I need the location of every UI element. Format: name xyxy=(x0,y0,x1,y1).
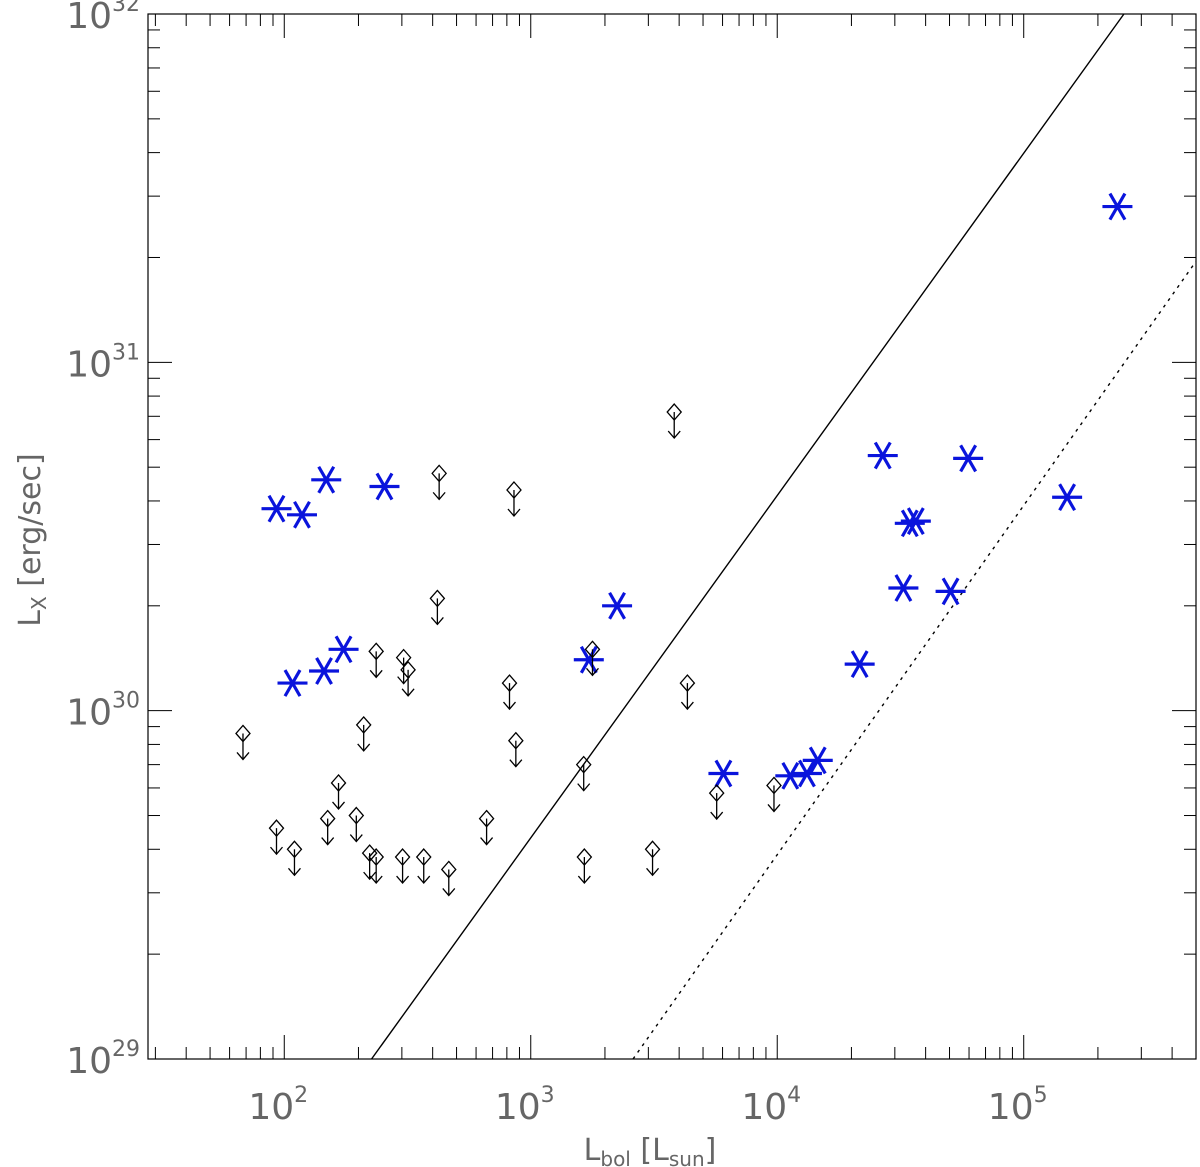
y-tick-label: 1031 xyxy=(66,340,140,385)
upper-limit-point xyxy=(501,674,518,711)
y-tick-label: 1032 xyxy=(66,0,140,37)
asterisk-point xyxy=(309,657,340,685)
asterisk-point xyxy=(775,761,806,790)
asterisk-point xyxy=(708,759,739,788)
upper-limit-point xyxy=(766,776,782,813)
asterisk-point xyxy=(802,746,833,775)
dotted-relation-line xyxy=(632,260,1197,1060)
upper-limit-point xyxy=(575,755,592,792)
axis-ticks xyxy=(148,13,1197,1060)
x-tick-label: 104 xyxy=(741,1083,801,1128)
asterisk-point xyxy=(935,577,966,606)
asterisk-point xyxy=(277,669,308,697)
x-tick-label: 105 xyxy=(988,1083,1048,1128)
upper-limit-point xyxy=(368,848,385,885)
reference-lines xyxy=(370,13,1197,1060)
upper-limit-point xyxy=(355,715,372,752)
upper-limit-point xyxy=(507,731,524,768)
upper-limit-point xyxy=(666,403,683,440)
x-tick-label: 102 xyxy=(248,1083,308,1128)
upper-limit-point xyxy=(348,806,365,843)
asterisk-point xyxy=(867,441,898,470)
y-tick-label: 1029 xyxy=(66,1037,140,1082)
asterisk-point xyxy=(791,759,822,788)
y-axis-label: LX [erg/sec] xyxy=(13,453,51,626)
upper-limit-point xyxy=(644,840,661,877)
asterisk-point xyxy=(261,494,292,523)
x-axis-label: Lbol [Lsun] xyxy=(584,1133,717,1167)
upper-limit-point xyxy=(286,840,303,877)
upper-limit-point xyxy=(440,860,457,897)
solid-relation-line xyxy=(370,13,1125,1060)
upper-limit-point xyxy=(431,464,448,501)
upper-limit-point xyxy=(394,848,411,885)
y-tick-label: 1030 xyxy=(66,689,140,734)
asterisk-point xyxy=(894,509,925,538)
upper-limit-point xyxy=(478,809,495,846)
upper-limit-point xyxy=(506,481,522,518)
upper-limit-point xyxy=(368,642,385,679)
upper-limit-point xyxy=(679,674,696,711)
asterisk-point xyxy=(1102,192,1133,221)
plot-frame xyxy=(147,13,1197,1060)
upper-limit-point xyxy=(268,819,285,856)
upper-limit-point xyxy=(708,784,725,821)
x-tick-label: 103 xyxy=(495,1083,555,1128)
asterisk-point xyxy=(844,650,875,678)
upper-limit-point xyxy=(415,848,432,885)
asterisk-point xyxy=(573,645,604,674)
asterisk-point xyxy=(900,507,931,535)
asterisk-point xyxy=(286,500,317,529)
upper-limit-point xyxy=(235,724,251,761)
upper-limit-point xyxy=(330,773,347,810)
upper-limit-point xyxy=(584,640,601,677)
asterisk-point xyxy=(888,574,919,602)
upper-limit-point xyxy=(319,809,336,846)
upper-limit-point xyxy=(576,848,593,885)
asterisk-point xyxy=(369,472,400,501)
asterisk-point xyxy=(1052,483,1083,512)
asterisk-point xyxy=(602,591,633,620)
asterisk-point xyxy=(311,465,342,494)
asterisk-point xyxy=(328,635,359,664)
asterisk-point xyxy=(953,444,984,473)
tick-labels: 102 103 104 105 1029 1030 1031 1032 xyxy=(66,0,1047,1128)
upper-limit-point xyxy=(400,660,416,697)
upper-limit-point xyxy=(429,589,446,626)
data-points xyxy=(235,192,1133,897)
